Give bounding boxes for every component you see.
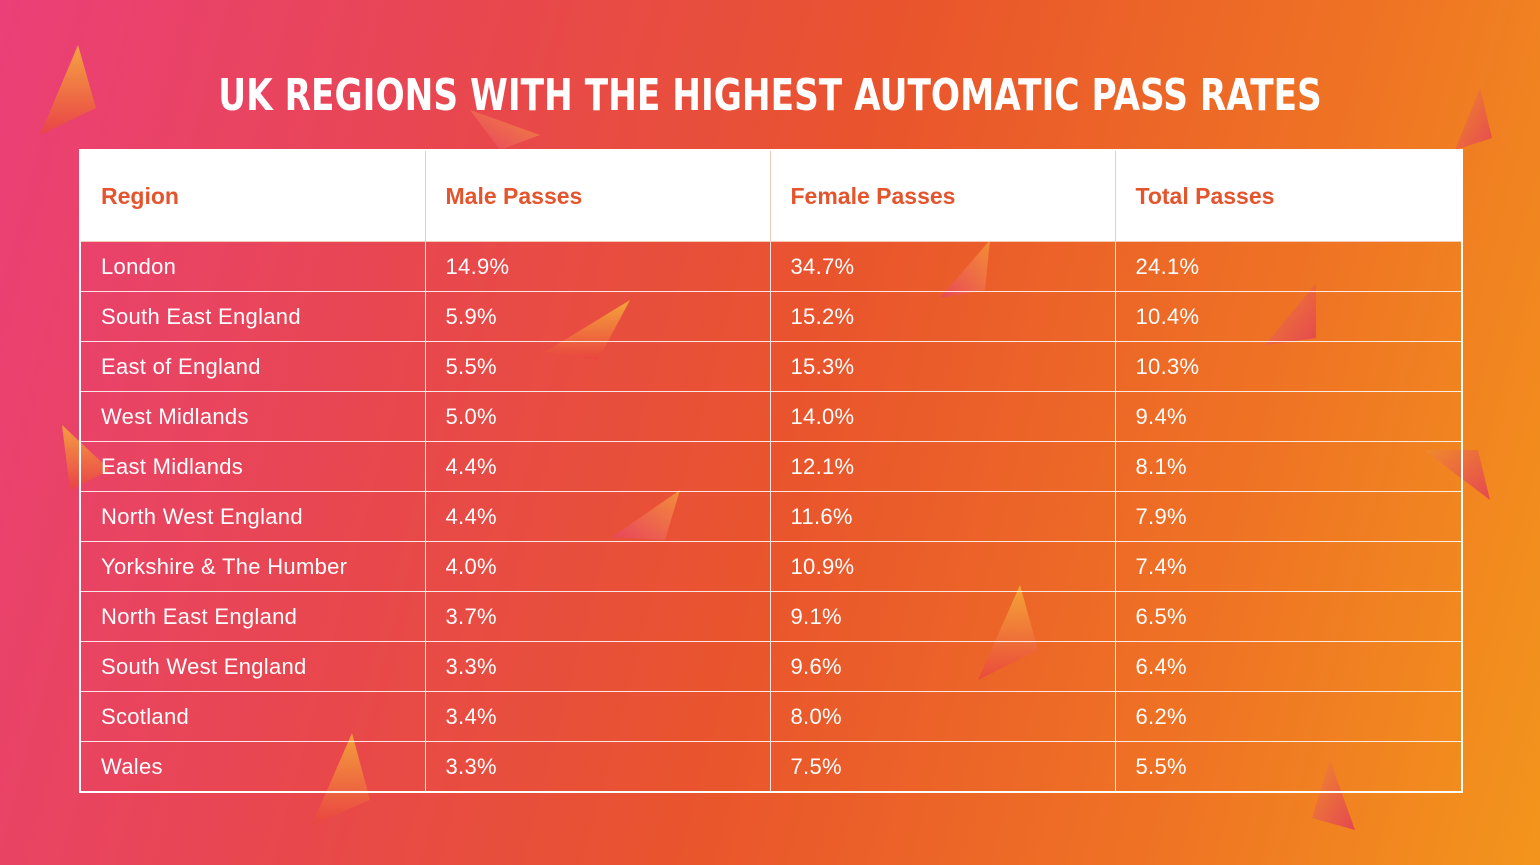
region-cell: Wales [79,741,426,793]
male-passes-cell: 5.0% [424,391,771,442]
total-passes-cell: 8.1% [1114,441,1463,492]
region-cell: West Midlands [79,391,426,442]
table-header-row: Region Male Passes Female Passes Total Pass… [79,149,1463,242]
total-passes-cell: 6.2% [1114,691,1463,742]
region-column-header: Region [79,149,426,242]
total-passes-cell: 7.4% [1114,541,1463,592]
female-passes-cell: 8.0% [769,691,1116,742]
female-passes-cell: 12.1% [769,441,1116,492]
total-passes-cell: 5.5% [1114,741,1463,793]
female-passes-cell: 14.0% [769,391,1116,442]
region-cell: North East England [79,591,426,642]
female-passes-cell: 34.7% [769,241,1116,292]
table-row: South West England 3.3% 9.6% 6.4% [79,641,1463,692]
male-passes-column-header: Male Passes [424,149,771,242]
male-passes-cell: 4.4% [424,491,771,542]
total-passes-cell: 7.9% [1114,491,1463,542]
female-passes-cell: 15.3% [769,341,1116,392]
male-passes-cell: 3.7% [424,591,771,642]
region-cell: South East England [79,291,426,342]
region-cell: North West England [79,491,426,542]
male-passes-cell: 5.5% [424,341,771,392]
female-passes-cell: 9.1% [769,591,1116,642]
male-passes-cell: 3.3% [424,741,771,793]
region-cell: South West England [79,641,426,692]
region-cell: East Midlands [79,441,426,492]
total-passes-cell: 9.4% [1114,391,1463,442]
table-row: West Midlands 5.0% 14.0% 9.4% [79,391,1463,442]
table-body: London 14.9% 34.7% 24.1% South East England 5… [79,241,1463,793]
total-passes-cell: 24.1% [1114,241,1463,292]
table-row: London 14.9% 34.7% 24.1% [79,241,1463,292]
table-row: Yorkshire & The Humber 4.0% 10.9% 7.4% [79,541,1463,592]
male-passes-cell: 4.4% [424,441,771,492]
male-passes-cell: 3.4% [424,691,771,742]
table-row: Scotland 3.4% 8.0% 6.2% [79,691,1463,742]
male-passes-cell: 14.9% [424,241,771,292]
female-passes-column-header: Female Passes [769,149,1116,242]
female-passes-cell: 9.6% [769,641,1116,692]
total-passes-cell: 10.3% [1114,341,1463,392]
female-passes-cell: 7.5% [769,741,1116,793]
triangle-shape [40,45,96,135]
region-cell: Scotland [79,691,426,742]
page-title: UK REGIONS WITH THE HIGHEST AUTOMATIC PA… [218,70,1322,121]
table-row: South East England 5.9% 15.2% 10.4% [79,291,1463,342]
region-cell: London [79,241,426,292]
female-passes-cell: 10.9% [769,541,1116,592]
male-passes-cell: 4.0% [424,541,771,592]
triangle-shape [1455,88,1492,150]
table-row: East Midlands 4.4% 12.1% 8.1% [79,441,1463,492]
region-cell: East of England [79,341,426,392]
total-passes-cell: 10.4% [1114,291,1463,342]
female-passes-cell: 15.2% [769,291,1116,342]
pass-rates-table-container: Region Male Passes Female Passes Total Pass… [79,149,1463,793]
table-row: East of England 5.5% 15.3% 10.3% [79,341,1463,392]
table-row: North East England 3.7% 9.1% 6.5% [79,591,1463,642]
total-passes-cell: 6.4% [1114,641,1463,692]
table-row: North West England 4.4% 11.6% 7.9% [79,491,1463,542]
total-passes-cell: 6.5% [1114,591,1463,642]
female-passes-cell: 11.6% [769,491,1116,542]
male-passes-cell: 3.3% [424,641,771,692]
table-row: Wales 3.3% 7.5% 5.5% [79,741,1463,793]
total-passes-column-header: Total Passes [1114,149,1463,242]
male-passes-cell: 5.9% [424,291,771,342]
pass-rates-table: Region Male Passes Female Passes Total Pass… [79,149,1463,793]
region-cell: Yorkshire & The Humber [79,541,426,592]
